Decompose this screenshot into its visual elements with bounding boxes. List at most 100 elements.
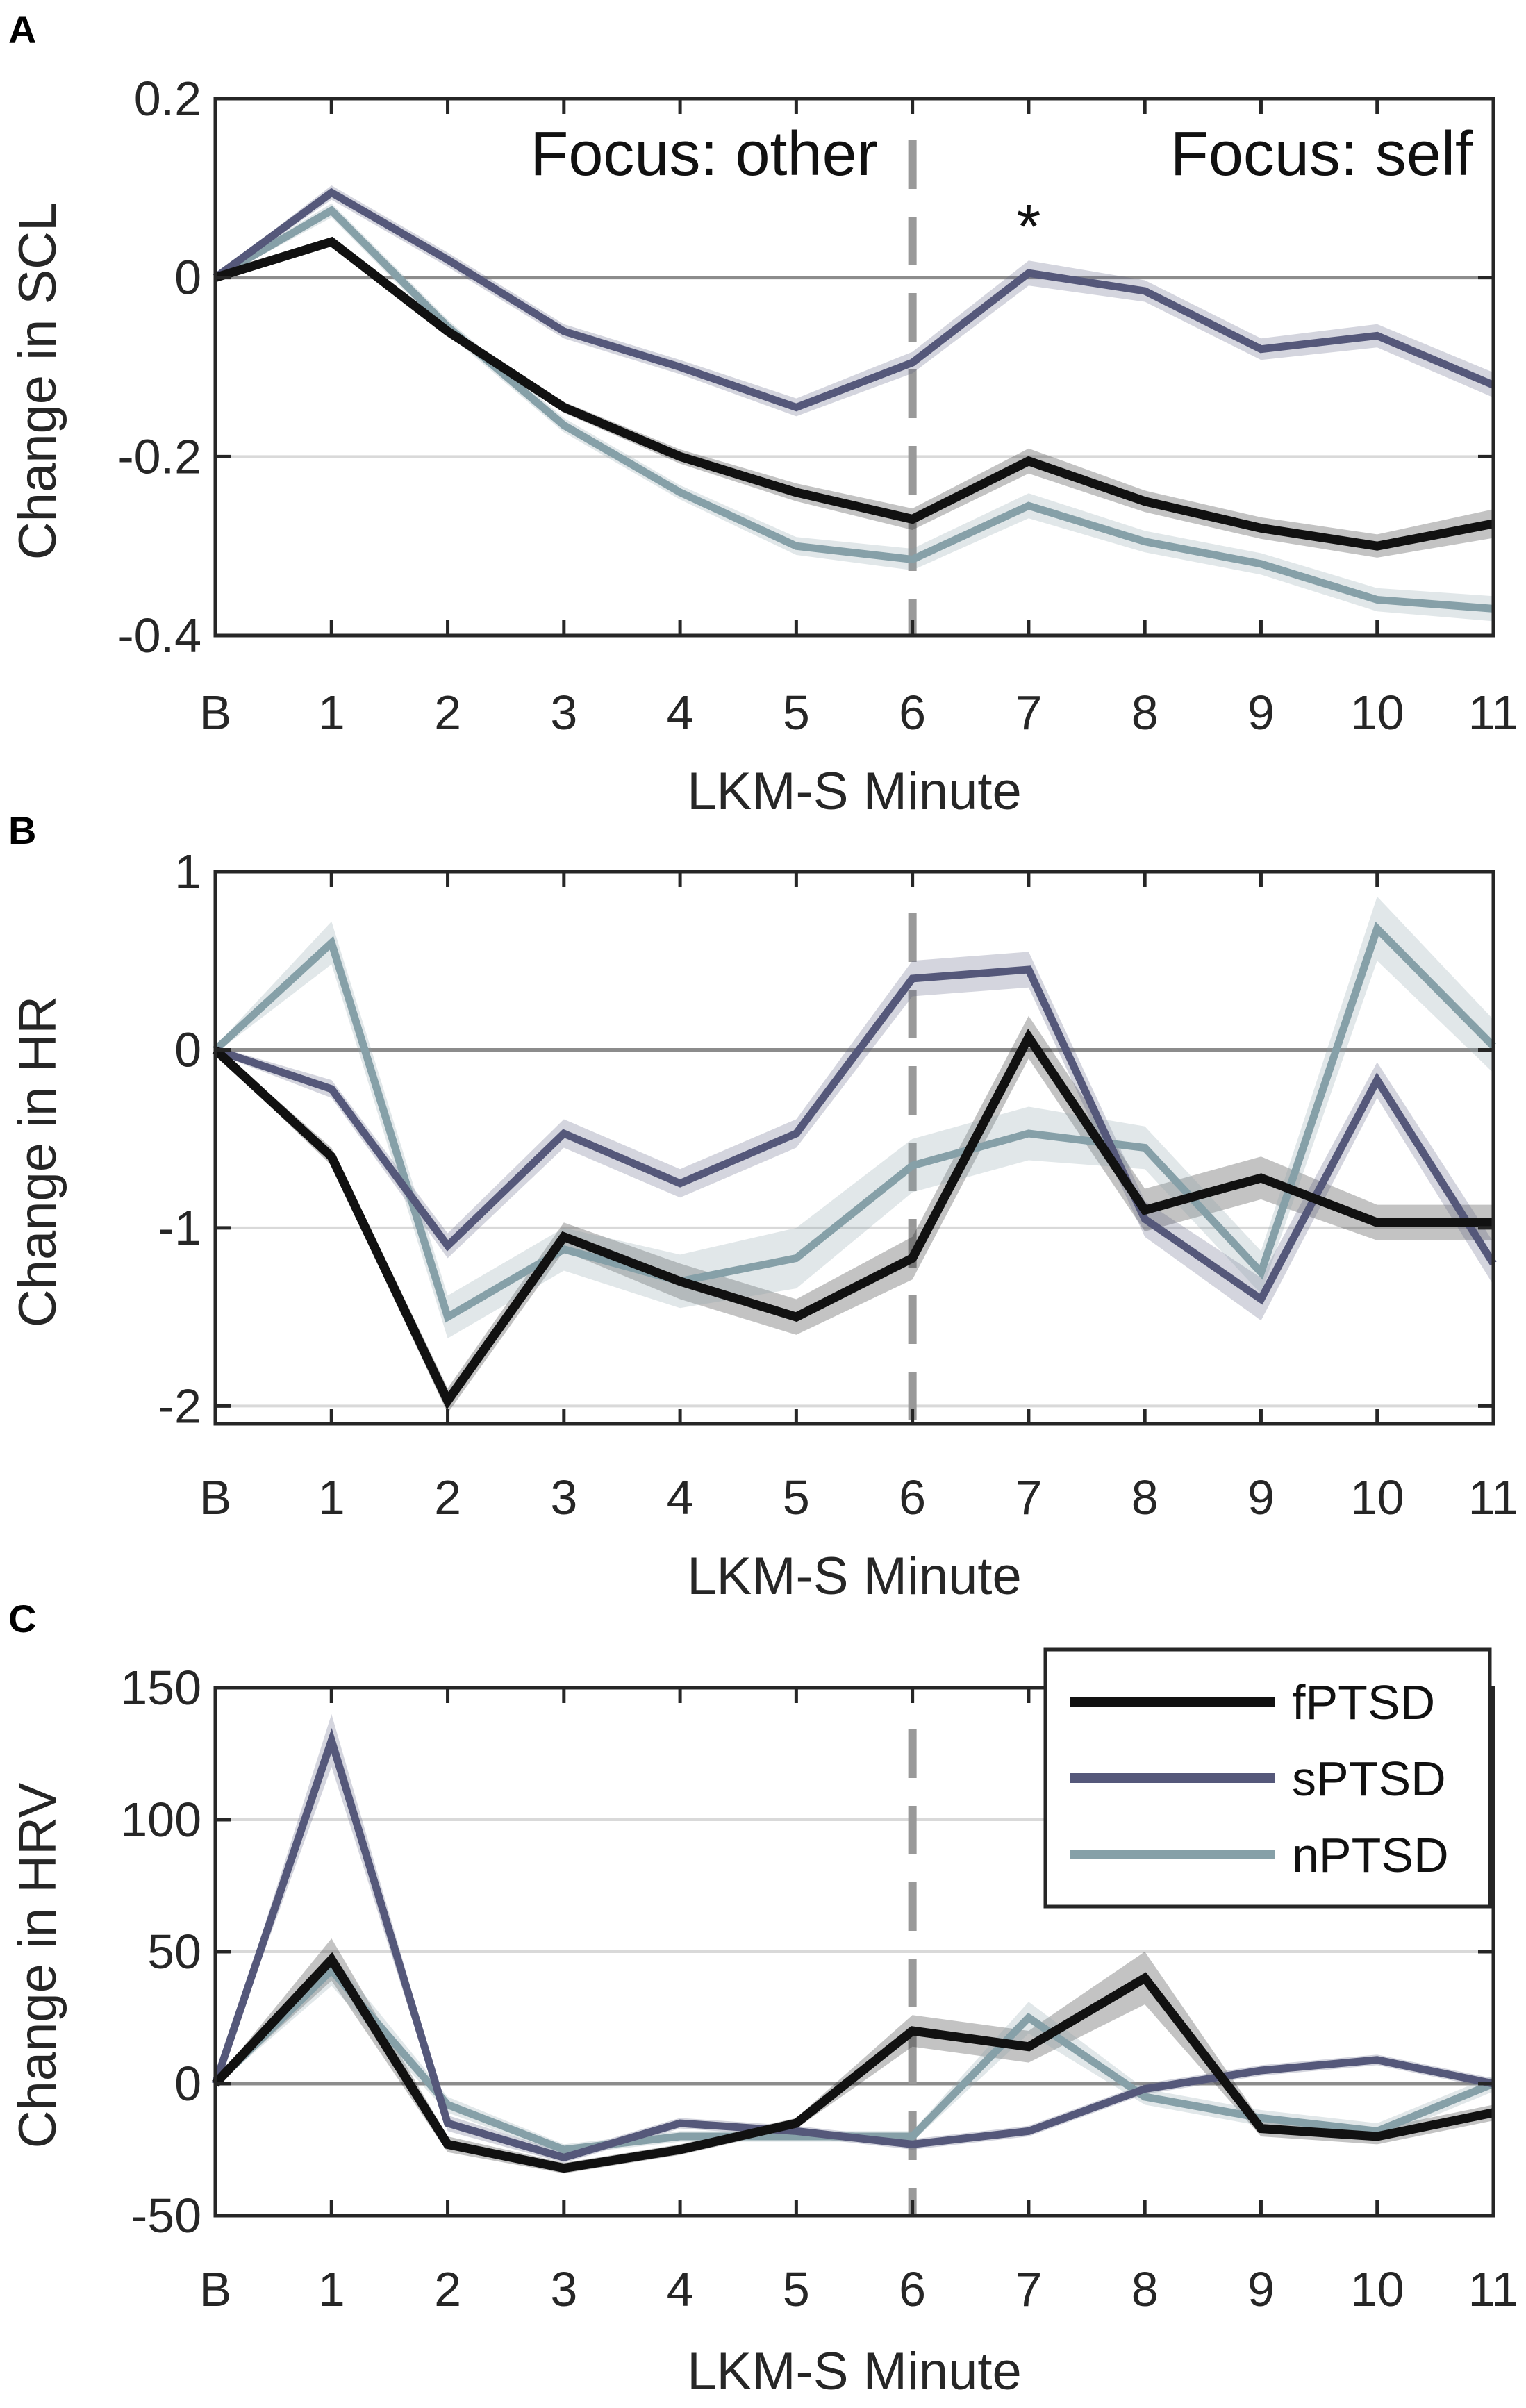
data-point-fptsd (911, 1257, 913, 1259)
x-tick-label: 10 (1350, 686, 1404, 740)
data-point-fptsd (1144, 1209, 1146, 1211)
data-point-sptsd (331, 192, 333, 194)
series-line-fptsd (212, 1952, 1495, 2173)
x-tick-label: 4 (667, 1470, 694, 1525)
data-point-nptsd (447, 2104, 449, 2106)
data-point-sptsd (563, 330, 565, 332)
data-point-fptsd (679, 456, 681, 458)
legend-label-fptsd: fPTSD (1292, 1675, 1435, 1729)
x-tick-label: 4 (667, 2262, 694, 2316)
x-tick-label: 11 (1468, 686, 1519, 740)
x-tick-label: 7 (1015, 2262, 1042, 2316)
x-tick-label: 2 (434, 2262, 461, 2316)
data-point-sptsd (795, 1132, 797, 1134)
data-point-nptsd (563, 2149, 565, 2150)
data-point-sptsd (1376, 1079, 1378, 1081)
data-point-nptsd (563, 1248, 565, 1250)
x-tick-label: 8 (1131, 1470, 1159, 1525)
data-point-sptsd (1027, 2130, 1029, 2132)
x-tick-label: 3 (550, 2262, 577, 2316)
data-point-fptsd (447, 2143, 449, 2145)
panel-b: B -2 -1 0 1 B 1 2 3 4 5 6 7 8 9 10 11 LKM-S Minute Change … (8, 808, 1518, 1606)
series-line-nptsd (213, 921, 1496, 1323)
legend-label-sptsd: sPTSD (1292, 1752, 1446, 1806)
x-tick-label: 9 (1247, 1470, 1275, 1525)
data-point-nptsd (911, 2136, 913, 2137)
y-tick-label: 1 (174, 845, 201, 899)
data-point-nptsd (331, 1969, 333, 1971)
data-point-fptsd (563, 1236, 565, 1238)
x-tick-label: 1 (318, 686, 345, 740)
data-point-nptsd (679, 2136, 681, 2137)
data-point-fptsd (679, 2149, 681, 2150)
y-tick-label: 150 (120, 1661, 201, 1715)
data-point-sptsd (1027, 272, 1029, 274)
data-point-sptsd (447, 1245, 449, 1247)
significance-marker: * (1016, 192, 1040, 262)
data-point-sptsd (447, 258, 449, 260)
axes-frame (213, 870, 1495, 1426)
x-tick-label: 3 (550, 686, 577, 740)
data-point-fptsd (679, 1280, 681, 1282)
series-line-fptsd (212, 1028, 1493, 1410)
phase-label-other: Focus: other (530, 119, 877, 189)
data-point-fptsd (331, 1959, 333, 1961)
x-tick-label: 11 (1468, 2262, 1519, 2316)
panel-letter: B (8, 808, 36, 852)
data-point-nptsd (1027, 505, 1029, 507)
data-point-sptsd (795, 406, 797, 408)
data-point-nptsd (1144, 540, 1146, 542)
x-tick-label: 1 (318, 1470, 345, 1525)
panel-letter: C (8, 1597, 36, 1641)
legend: fPTSD sPTSD nPTSD (1043, 1647, 1492, 1909)
data-point-nptsd (1144, 2096, 1146, 2098)
series-line-sptsd (211, 1728, 1495, 2162)
data-point-fptsd (1260, 527, 1262, 529)
data-point-nptsd (1260, 1272, 1262, 1274)
data-point-fptsd (1376, 545, 1378, 547)
y-tick-label: -2 (158, 1379, 201, 1433)
data-point-fptsd (447, 1400, 449, 1402)
x-tick-label: 9 (1247, 686, 1275, 740)
x-tick-label: B (199, 686, 232, 740)
data-point-fptsd (1027, 460, 1029, 462)
data-point-sptsd (563, 1132, 565, 1134)
data-point-sptsd (679, 2123, 681, 2124)
data-point-nptsd (1260, 2117, 1262, 2119)
y-tick-label: 100 (120, 1793, 201, 1847)
data-point-nptsd (331, 210, 333, 212)
data-point-fptsd (447, 330, 449, 332)
data-point-sptsd (1260, 348, 1262, 350)
data-point-fptsd (1144, 1977, 1146, 1979)
data-point-nptsd (331, 942, 333, 944)
x-tick-label: 3 (550, 1470, 577, 1525)
x-tick-label: 10 (1350, 1470, 1404, 1525)
x-tick-label: 6 (899, 2262, 926, 2316)
x-tick-label: 7 (1015, 686, 1042, 740)
y-tick-label: -0.2 (117, 429, 201, 483)
data-point-sptsd (1260, 2070, 1262, 2071)
error-band-nptsd (215, 203, 1493, 622)
x-tick-label: 6 (899, 686, 926, 740)
data-point-sptsd (1260, 1298, 1262, 1300)
data-point-nptsd (1027, 2017, 1029, 2018)
phase-label-self: Focus: self (1170, 119, 1473, 189)
data-point-fptsd (1376, 2136, 1378, 2137)
data-point-nptsd (911, 1165, 913, 1167)
x-tick-label: B (199, 1470, 232, 1525)
x-tick-label: 5 (783, 2262, 810, 2316)
y-axis-label: Change in HRV (8, 1782, 67, 2148)
data-point-sptsd (795, 2130, 797, 2132)
data-point-nptsd (1144, 1147, 1146, 1149)
data-point-nptsd (679, 491, 681, 493)
data-point-sptsd (1376, 335, 1378, 337)
x-tick-label: 1 (318, 2262, 345, 2316)
data-point-nptsd (1027, 1132, 1029, 1134)
data-point-sptsd (679, 1182, 681, 1184)
y-tick-label: 0.2 (134, 72, 201, 126)
y-tick-label: 0 (174, 251, 201, 305)
series-line-nptsd (213, 206, 1494, 613)
series-line-fptsd (214, 236, 1495, 551)
data-point-fptsd (331, 1156, 333, 1158)
data-point-fptsd (1376, 1222, 1378, 1224)
